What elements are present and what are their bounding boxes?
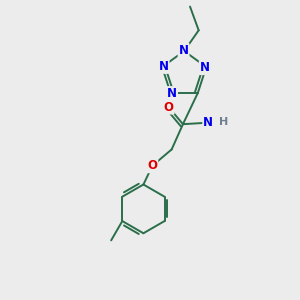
Text: N: N (167, 87, 177, 100)
Text: O: O (147, 159, 157, 172)
Text: N: N (200, 61, 210, 74)
Text: H: H (219, 117, 228, 127)
Text: O: O (164, 100, 174, 114)
Text: N: N (203, 116, 213, 129)
Text: N: N (178, 44, 189, 57)
Text: N: N (159, 60, 169, 73)
